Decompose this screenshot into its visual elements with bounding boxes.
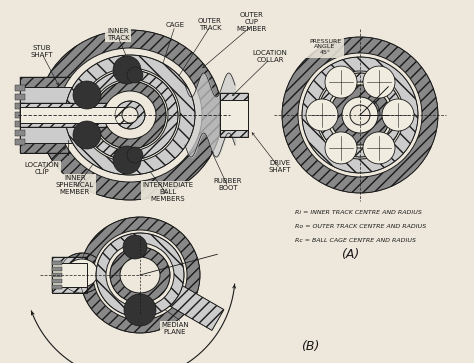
- Bar: [15, 139, 25, 145]
- Circle shape: [127, 147, 143, 163]
- Bar: [52, 279, 62, 283]
- Ellipse shape: [96, 233, 184, 317]
- Bar: [220, 93, 248, 137]
- Text: INNER
SPHERICAL
MEMBER: INNER SPHERICAL MEMBER: [56, 175, 94, 195]
- Ellipse shape: [104, 91, 156, 139]
- Ellipse shape: [93, 230, 187, 320]
- Circle shape: [113, 146, 141, 174]
- Circle shape: [282, 37, 438, 193]
- Text: Rc = BALL CAGE CENTRE AND RADIUS: Rc = BALL CAGE CENTRE AND RADIUS: [295, 238, 416, 243]
- Ellipse shape: [38, 30, 222, 200]
- Text: CAGE: CAGE: [165, 22, 184, 28]
- Bar: [20, 103, 130, 127]
- Bar: [52, 285, 62, 289]
- Circle shape: [124, 294, 156, 326]
- Ellipse shape: [66, 259, 98, 287]
- Text: (B): (B): [301, 340, 319, 353]
- Ellipse shape: [120, 257, 160, 293]
- Text: LOCATION
CLIP: LOCATION CLIP: [25, 162, 59, 175]
- Bar: [52, 267, 62, 271]
- Ellipse shape: [92, 79, 168, 151]
- Circle shape: [302, 57, 418, 173]
- Text: MEDIAN
PLANE: MEDIAN PLANE: [161, 322, 189, 335]
- Circle shape: [350, 105, 370, 125]
- Ellipse shape: [115, 101, 145, 129]
- Bar: [15, 130, 25, 136]
- Circle shape: [298, 53, 422, 177]
- Ellipse shape: [80, 68, 180, 162]
- Circle shape: [123, 235, 147, 259]
- Circle shape: [327, 82, 393, 148]
- Circle shape: [330, 85, 390, 145]
- Bar: [15, 85, 25, 91]
- Text: Ri = INNER TRACK CENTRE AND RADIUS: Ri = INNER TRACK CENTRE AND RADIUS: [295, 210, 422, 215]
- Bar: [52, 257, 87, 293]
- Ellipse shape: [65, 55, 195, 175]
- Text: (A): (A): [341, 248, 359, 261]
- Circle shape: [325, 132, 357, 164]
- Text: OUTER
CUP
MEMBER: OUTER CUP MEMBER: [237, 12, 267, 32]
- Circle shape: [325, 66, 357, 98]
- Ellipse shape: [94, 81, 166, 149]
- Circle shape: [363, 132, 395, 164]
- Text: INTERMEDIATE
BALL
MEMBERS: INTERMEDIATE BALL MEMBERS: [143, 182, 193, 202]
- Ellipse shape: [60, 253, 104, 293]
- Text: Ro = OUTER TRACK CENTRE AND RADIUS: Ro = OUTER TRACK CENTRE AND RADIUS: [295, 224, 426, 229]
- Ellipse shape: [110, 247, 170, 303]
- Bar: [20, 87, 75, 143]
- Bar: [20, 77, 75, 153]
- Bar: [52, 261, 62, 265]
- Bar: [15, 112, 25, 118]
- Bar: [52, 263, 87, 287]
- Text: OUTER
TRACK: OUTER TRACK: [198, 18, 222, 31]
- Circle shape: [363, 66, 395, 98]
- Circle shape: [73, 121, 101, 149]
- Circle shape: [73, 81, 101, 109]
- Circle shape: [306, 99, 338, 131]
- Ellipse shape: [122, 107, 138, 123]
- Circle shape: [127, 67, 143, 83]
- Text: LOCATION
COLLAR: LOCATION COLLAR: [253, 50, 287, 63]
- Bar: [20, 103, 130, 127]
- Circle shape: [382, 99, 414, 131]
- Circle shape: [113, 56, 141, 84]
- Ellipse shape: [82, 70, 178, 160]
- Circle shape: [316, 71, 404, 159]
- Text: INNER
TRACK: INNER TRACK: [107, 28, 129, 41]
- Bar: [52, 257, 87, 293]
- Text: RUBBER
BOOT: RUBBER BOOT: [214, 178, 242, 191]
- Bar: [52, 273, 62, 277]
- Bar: [15, 121, 25, 127]
- Bar: [15, 94, 25, 100]
- Circle shape: [318, 73, 402, 157]
- Ellipse shape: [106, 243, 174, 307]
- Bar: [220, 93, 248, 137]
- Text: DRIVE
SHAFT: DRIVE SHAFT: [269, 160, 291, 173]
- Bar: [220, 100, 248, 130]
- Bar: [20, 77, 75, 153]
- Polygon shape: [134, 265, 224, 330]
- Ellipse shape: [58, 48, 202, 182]
- Circle shape: [342, 97, 378, 133]
- Bar: [20, 107, 130, 123]
- Text: PRESSURE
ANGLE
45°: PRESSURE ANGLE 45°: [309, 39, 341, 55]
- Bar: [15, 103, 25, 109]
- Ellipse shape: [80, 217, 200, 333]
- Text: STUB
SHAFT: STUB SHAFT: [31, 45, 53, 58]
